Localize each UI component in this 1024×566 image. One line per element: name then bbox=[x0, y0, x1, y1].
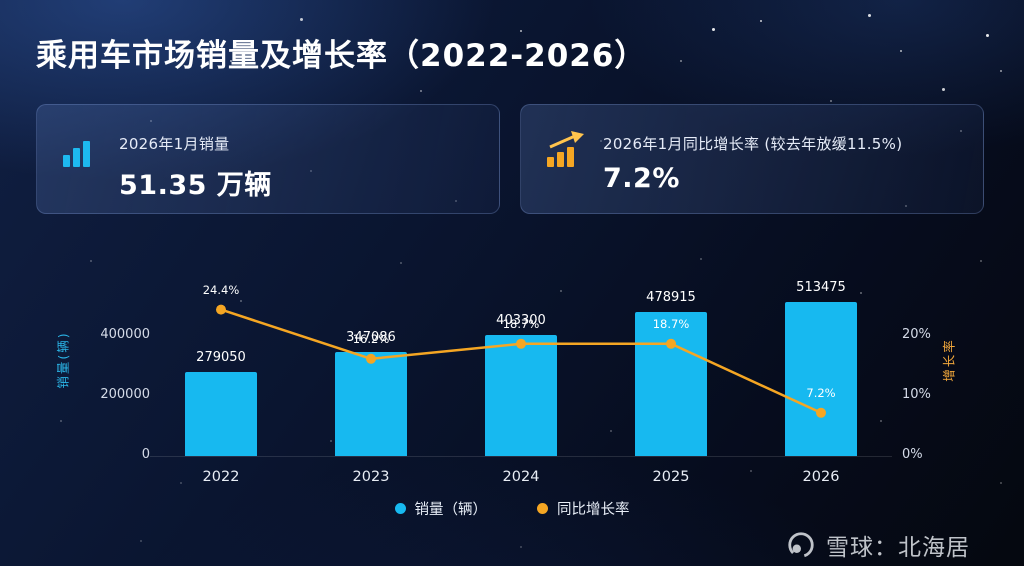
legend-dot bbox=[394, 503, 406, 514]
x-axis-label: 2024 bbox=[502, 469, 540, 485]
line-point-label: 18.7% bbox=[652, 316, 690, 331]
line-point-2024[interactable] bbox=[516, 338, 526, 349]
line-point-label: 7.2% bbox=[806, 385, 836, 400]
legend-dot bbox=[537, 503, 548, 514]
line-point-label: 24.4% bbox=[202, 282, 240, 297]
legend-label: 销量（辆） bbox=[414, 502, 488, 518]
page-title: 乘用车市场销量及增长率（2022-2026） bbox=[36, 38, 647, 74]
bar-chart-icon bbox=[63, 133, 103, 167]
bar-value-label: 403300 bbox=[496, 313, 546, 328]
growth-card-label: 2026年1月同比增长率 (较去年放缓11.5%) bbox=[603, 135, 903, 153]
bar-value-label: 279050 bbox=[196, 350, 246, 366]
sales-card-label: 2026年1月销量 bbox=[119, 135, 230, 153]
legend-item[interactable]: 销量（辆） bbox=[394, 498, 488, 519]
bar-2022[interactable] bbox=[185, 372, 257, 456]
line-point-2025[interactable] bbox=[666, 338, 676, 349]
line-point-2023[interactable] bbox=[366, 353, 376, 364]
sales-card-value: 51.35 万辆 bbox=[119, 170, 272, 201]
bar-value-label: 347086 bbox=[346, 329, 396, 345]
chart-legend: 销量（辆） 同比增长率 bbox=[0, 498, 1024, 519]
x-axis-label: 2026 bbox=[802, 469, 840, 485]
brand-text: 雪球：北海居 bbox=[826, 535, 970, 561]
legend-label: 同比增长率 bbox=[557, 502, 630, 518]
legend-item[interactable]: 同比增长率 bbox=[537, 498, 630, 519]
bar-2023[interactable] bbox=[335, 351, 407, 456]
line-point-label: 16.2% bbox=[352, 331, 390, 346]
y-axis-tick-left: 200000 bbox=[100, 387, 150, 402]
x-axis-label: 2023 bbox=[352, 469, 390, 485]
y-axis-tick-left: 400000 bbox=[100, 327, 150, 342]
bar-2024[interactable] bbox=[485, 335, 557, 456]
y-axis-tick-right: 20% bbox=[902, 327, 931, 342]
bar-2025[interactable] bbox=[635, 312, 707, 456]
y-axis-tick-right: 10% bbox=[902, 387, 931, 402]
x-axis-line bbox=[150, 456, 892, 457]
xueqiu-logo-icon bbox=[788, 532, 814, 558]
y-axis-tick-right: 0% bbox=[902, 447, 923, 462]
bar-2026[interactable] bbox=[785, 301, 857, 456]
bar-value-label: 513475 bbox=[796, 279, 846, 295]
growth-summary-card: 2026年1月同比增长率 (较去年放缓11.5%) 7.2% bbox=[520, 104, 984, 214]
up-arrow-icon bbox=[549, 131, 584, 149]
x-axis-label: 2025 bbox=[652, 469, 690, 485]
growth-card-value: 7.2% bbox=[603, 163, 680, 194]
line-point-2022[interactable] bbox=[216, 304, 226, 315]
brand-watermark: 雪球：北海居 bbox=[786, 528, 970, 562]
growth-chart-icon bbox=[547, 131, 587, 167]
line-point-label: 18.7% bbox=[502, 316, 540, 331]
bar-value-label: 478915 bbox=[646, 290, 696, 306]
sales-summary-card: 2026年1月销量 51.35 万辆 bbox=[36, 104, 500, 214]
line-point-2026[interactable] bbox=[816, 407, 826, 418]
y-axis-tick-left: 0 bbox=[141, 447, 150, 462]
x-axis-label: 2022 bbox=[202, 469, 240, 485]
